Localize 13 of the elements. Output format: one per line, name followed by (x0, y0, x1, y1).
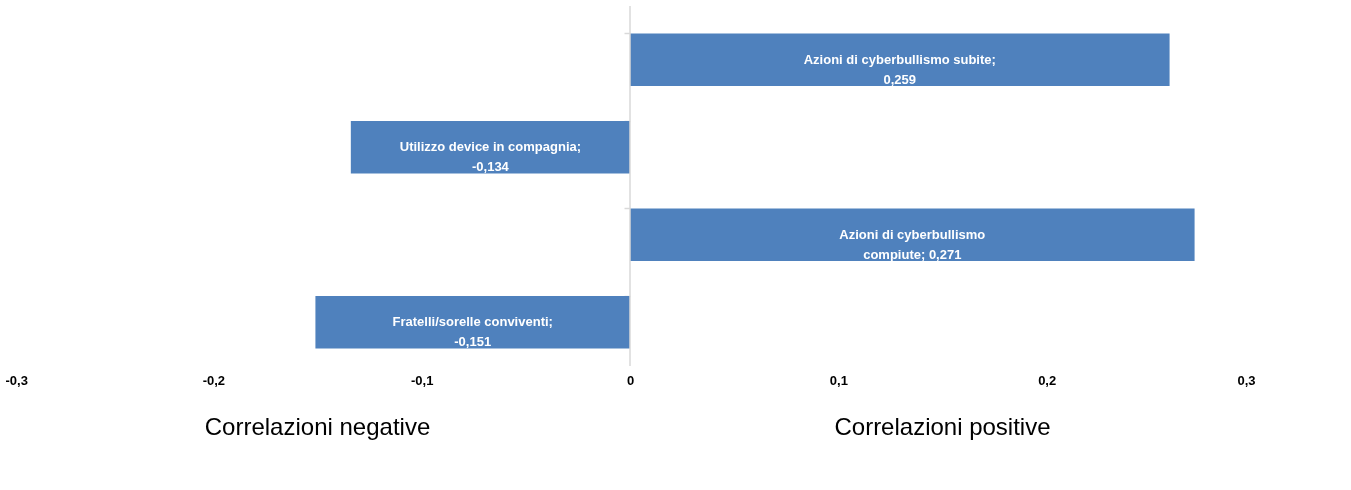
x-tick-label: 0 (626, 372, 635, 388)
data-label: Azioni di cyberbullismo subite; 0,259 (803, 51, 996, 87)
x-tick-label: 0,1 (829, 372, 848, 388)
x-tick-label: -0,2 (202, 372, 226, 388)
data-label: Fratelli/sorelle conviventi; -0,151 (392, 314, 553, 350)
annotation: Correlazioni negative (204, 413, 431, 440)
x-tick-label: -0,1 (410, 372, 434, 388)
data-label: Utilizzo device in compagnia; -0,134 (399, 139, 582, 175)
x-tick-label: 0,3 (1237, 372, 1256, 388)
data-label: Azioni di cyberbullismo compiute; 0,271 (839, 226, 986, 262)
x-tick-label: -0,3 (5, 372, 28, 388)
annotation: Correlazioni positive (834, 413, 1051, 440)
x-tick-label: 0,2 (1038, 372, 1057, 388)
